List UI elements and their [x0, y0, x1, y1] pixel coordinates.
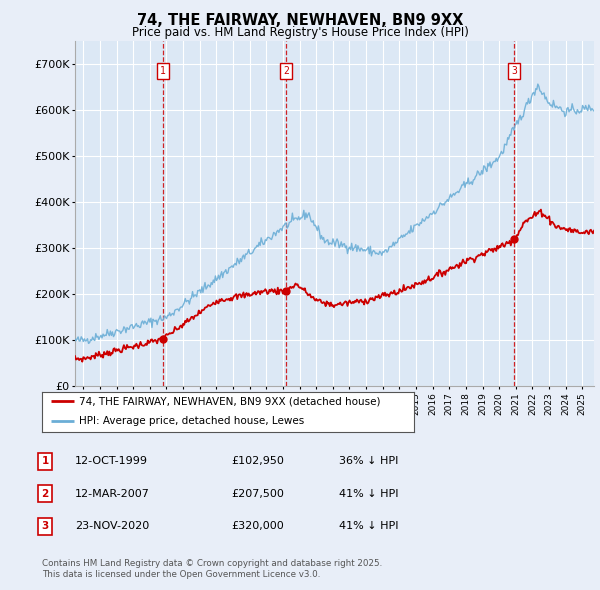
Text: 41% ↓ HPI: 41% ↓ HPI — [339, 489, 398, 499]
Text: HPI: Average price, detached house, Lewes: HPI: Average price, detached house, Lewe… — [79, 417, 304, 427]
Text: 41% ↓ HPI: 41% ↓ HPI — [339, 522, 398, 531]
Text: £102,950: £102,950 — [231, 457, 284, 466]
Text: 12-OCT-1999: 12-OCT-1999 — [75, 457, 148, 466]
Text: This data is licensed under the Open Government Licence v3.0.: This data is licensed under the Open Gov… — [42, 571, 320, 579]
Text: 36% ↓ HPI: 36% ↓ HPI — [339, 457, 398, 466]
Text: £207,500: £207,500 — [231, 489, 284, 499]
Text: 1: 1 — [41, 457, 49, 466]
Text: 23-NOV-2020: 23-NOV-2020 — [75, 522, 149, 531]
Text: 2: 2 — [41, 489, 49, 499]
Text: 12-MAR-2007: 12-MAR-2007 — [75, 489, 150, 499]
Text: Contains HM Land Registry data © Crown copyright and database right 2025.: Contains HM Land Registry data © Crown c… — [42, 559, 382, 568]
Text: 3: 3 — [511, 66, 517, 76]
Text: 1: 1 — [160, 66, 166, 76]
Text: £320,000: £320,000 — [231, 522, 284, 531]
Text: 74, THE FAIRWAY, NEWHAVEN, BN9 9XX (detached house): 74, THE FAIRWAY, NEWHAVEN, BN9 9XX (deta… — [79, 396, 381, 407]
Text: 74, THE FAIRWAY, NEWHAVEN, BN9 9XX: 74, THE FAIRWAY, NEWHAVEN, BN9 9XX — [137, 13, 463, 28]
Text: Price paid vs. HM Land Registry's House Price Index (HPI): Price paid vs. HM Land Registry's House … — [131, 26, 469, 39]
Text: 2: 2 — [283, 66, 289, 76]
Text: 3: 3 — [41, 522, 49, 531]
